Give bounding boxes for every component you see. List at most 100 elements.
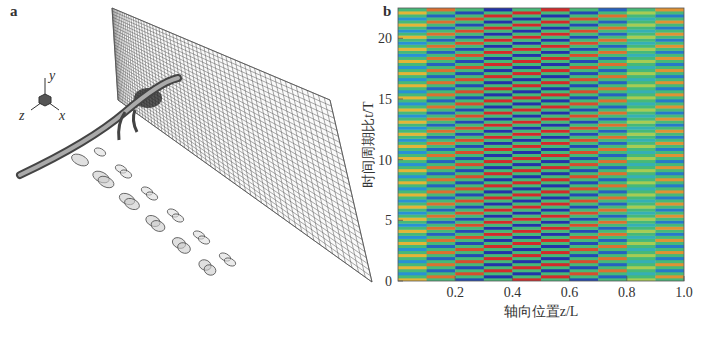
cell xyxy=(541,205,570,208)
cell xyxy=(570,75,599,78)
cell xyxy=(541,181,570,184)
cell xyxy=(541,72,570,75)
cell xyxy=(598,117,627,120)
cell xyxy=(570,208,599,211)
cell xyxy=(398,211,427,214)
cell xyxy=(627,57,656,60)
cell xyxy=(598,229,627,232)
cell xyxy=(398,275,427,278)
cell xyxy=(512,23,541,26)
cell xyxy=(512,72,541,75)
cell xyxy=(398,160,427,163)
triad-label: z xyxy=(18,108,25,123)
cell xyxy=(541,187,570,190)
cell xyxy=(398,108,427,111)
cell xyxy=(484,163,513,166)
cell xyxy=(570,105,599,108)
cell xyxy=(398,260,427,263)
cell xyxy=(427,214,456,217)
cell xyxy=(427,178,456,181)
cell xyxy=(512,57,541,60)
cell xyxy=(427,96,456,99)
cell xyxy=(655,254,684,257)
cell xyxy=(427,275,456,278)
cell xyxy=(541,163,570,166)
cell xyxy=(455,145,484,148)
cell xyxy=(627,129,656,132)
cell xyxy=(455,135,484,138)
cell xyxy=(598,248,627,251)
cell xyxy=(427,117,456,120)
cell xyxy=(598,257,627,260)
cell xyxy=(655,84,684,87)
cell xyxy=(455,14,484,17)
cell xyxy=(541,60,570,63)
cell xyxy=(455,32,484,35)
cell xyxy=(427,66,456,69)
cell xyxy=(598,254,627,257)
cell xyxy=(398,229,427,232)
cell xyxy=(541,193,570,196)
cell xyxy=(455,23,484,26)
cell xyxy=(570,160,599,163)
cell xyxy=(512,181,541,184)
y-tick xyxy=(398,38,403,39)
cell xyxy=(655,23,684,26)
cell xyxy=(627,93,656,96)
cell xyxy=(427,248,456,251)
cell xyxy=(655,66,684,69)
cell xyxy=(398,102,427,105)
cell xyxy=(398,196,427,199)
cell xyxy=(484,20,513,23)
cell xyxy=(541,111,570,114)
cell xyxy=(570,132,599,135)
cell xyxy=(570,111,599,114)
vortex-tail xyxy=(119,112,125,140)
cell xyxy=(455,38,484,41)
vortex-tail xyxy=(133,110,137,132)
cell xyxy=(455,211,484,214)
cell xyxy=(484,96,513,99)
cell xyxy=(398,157,427,160)
cell xyxy=(570,172,599,175)
cell xyxy=(512,11,541,14)
cell xyxy=(598,57,627,60)
cell xyxy=(570,205,599,208)
cell xyxy=(512,114,541,117)
cell xyxy=(655,126,684,129)
cell xyxy=(484,35,513,38)
cell xyxy=(627,232,656,235)
cell xyxy=(484,60,513,63)
cell xyxy=(455,84,484,87)
cell xyxy=(484,138,513,141)
cell xyxy=(541,236,570,239)
cell xyxy=(570,175,599,178)
cell xyxy=(541,190,570,193)
cell xyxy=(484,126,513,129)
cell xyxy=(598,123,627,126)
cell xyxy=(627,78,656,81)
cell xyxy=(570,278,599,281)
cell xyxy=(655,81,684,84)
cell xyxy=(655,38,684,41)
cell xyxy=(570,260,599,263)
cell xyxy=(655,111,684,114)
cell xyxy=(512,193,541,196)
cell xyxy=(627,211,656,214)
cell xyxy=(484,272,513,275)
cell xyxy=(398,187,427,190)
cell xyxy=(484,57,513,60)
mesh-line xyxy=(113,26,338,136)
cell xyxy=(627,239,656,242)
cell xyxy=(512,123,541,126)
cell xyxy=(570,123,599,126)
cell xyxy=(484,257,513,260)
cell xyxy=(541,239,570,242)
vortex xyxy=(202,263,217,277)
cell xyxy=(655,217,684,220)
cell xyxy=(627,20,656,23)
cell xyxy=(655,214,684,217)
cell xyxy=(541,175,570,178)
cell xyxy=(541,226,570,229)
cell xyxy=(570,8,599,11)
